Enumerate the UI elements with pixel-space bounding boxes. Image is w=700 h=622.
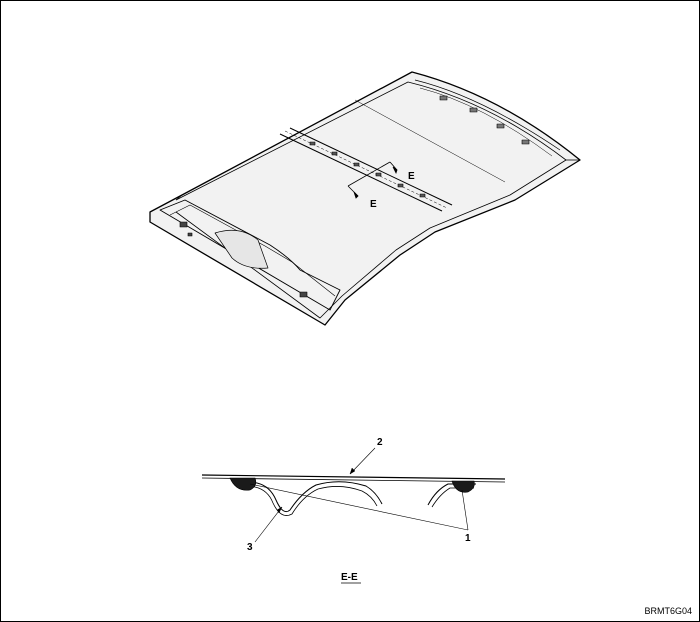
callout-3: 3 — [247, 542, 253, 553]
section-cut-line — [347, 161, 398, 199]
callout-2: 2 — [377, 437, 383, 448]
section-view — [201, 447, 506, 543]
sealer-left — [229, 477, 257, 491]
figure-code: BRMT6G04 — [644, 606, 692, 616]
section-mark-lower: E — [370, 199, 377, 210]
section-mark-upper: E — [408, 171, 415, 182]
callout-1: 1 — [465, 533, 471, 544]
sealer-right — [451, 480, 475, 493]
section-title: E-E — [341, 572, 358, 583]
roof-panel — [149, 71, 581, 326]
